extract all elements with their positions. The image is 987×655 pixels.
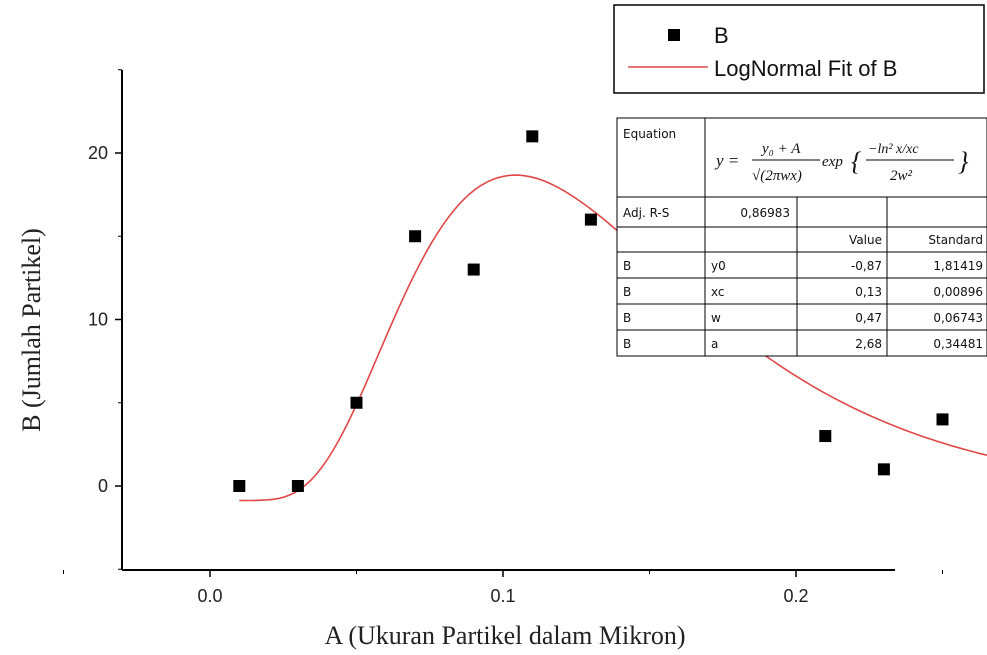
x-tick-label: 0.0: [197, 586, 222, 606]
legend-label-fit: LogNormal Fit of B: [714, 56, 897, 81]
data-point: [233, 480, 246, 492]
table-row-0-param: y0: [711, 259, 726, 273]
table-row-0-stderr: 1,81419: [933, 259, 983, 273]
table-header-value: Value: [849, 233, 882, 247]
data-point: [409, 230, 422, 243]
table-row-1-value: 0,13: [855, 285, 882, 299]
table-row-3-param: a: [711, 337, 718, 351]
eq-exp: exp: [822, 154, 843, 170]
data-point: [291, 480, 304, 492]
table-row-1-stderr: 0,00896: [933, 285, 983, 299]
data-point: [936, 413, 949, 426]
table-row-0-value: -0,87: [851, 259, 882, 273]
legend-box: [613, 4, 985, 94]
table-row-0-series: B: [623, 259, 631, 273]
data-point: [526, 130, 539, 143]
y-tick-label: 0: [98, 476, 108, 496]
table-row-1-series: B: [623, 285, 631, 299]
eq-brace-right: }: [958, 147, 969, 176]
y-axis-ticks: 0 10 20: [88, 69, 122, 570]
fit-table-border: [616, 117, 987, 357]
table-row-2-stderr: 0,06743: [933, 311, 983, 325]
x-tick-label: 0.1: [490, 586, 515, 606]
legend: B LogNormal Fit of B: [613, 4, 985, 94]
eq-inner-numerator: −ln² x/xc: [868, 142, 919, 157]
data-point: [819, 430, 832, 443]
table-header-standard: Standard: [928, 233, 983, 247]
x-axis-ticks: 0.00.10.20.3: [63, 570, 943, 606]
eq-brace-left: {: [851, 147, 862, 176]
data-point: [350, 396, 363, 409]
table-row-3-series: B: [623, 337, 631, 351]
table-row-3-stderr: 0,34481: [933, 337, 983, 351]
x-axis-title: A (Ukuran Partikel dalam Mikron): [324, 621, 685, 650]
y-tick-label: 20: [88, 143, 108, 163]
eq-denominator: √(2πwx): [752, 168, 802, 184]
eq-inner-denominator: 2w²: [890, 168, 913, 184]
data-point: [584, 213, 597, 226]
equation-formula: y = y₀ + A √(2πwx) exp { −ln² x/xc 2w² }: [714, 141, 969, 184]
data-point: [877, 463, 890, 476]
table-row-2-value: 0,47: [855, 311, 882, 325]
table-equation-label: Equation: [623, 127, 676, 141]
legend-label-b: B: [714, 23, 729, 48]
x-tick-label: 0.2: [783, 586, 808, 606]
y-axis-title: B (Jumlah Partikel): [17, 228, 46, 432]
table-row-2-param: w: [711, 311, 721, 325]
table-adjr-label: Adj. R-S: [623, 206, 669, 220]
eq-y: y =: [714, 151, 739, 170]
table-row-1-param: xc: [711, 285, 725, 299]
table-row-2-series: B: [623, 311, 631, 325]
table-adjr-value: 0,86983: [740, 206, 790, 220]
eq-numerator: y₀ + A: [760, 141, 801, 157]
fit-table: Equation y = y₀ + A √(2πwx) exp { −ln² x…: [616, 117, 987, 357]
y-tick-label: 10: [88, 310, 108, 330]
data-point: [467, 263, 480, 276]
table-row-3-value: 2,68: [855, 337, 882, 351]
legend-marker-square: [668, 29, 680, 41]
